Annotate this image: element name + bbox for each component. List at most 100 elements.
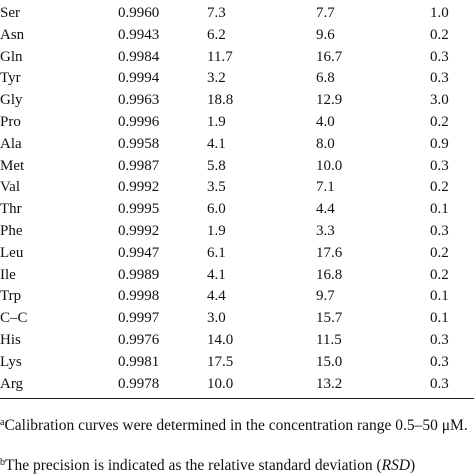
- row-label: Gln: [0, 48, 23, 65]
- cell: 0.3: [430, 332, 449, 348]
- cell: 0.3: [430, 157, 449, 174]
- table-row: Tyr 0.9994 3.2 6.8 0.3: [0, 67, 474, 89]
- table-row: His 0.9976 14.0 11.5 0.3: [0, 329, 474, 351]
- row-label: Tyr: [0, 70, 21, 87]
- cell: 3.3: [316, 223, 335, 239]
- cell: 0.3: [430, 223, 449, 239]
- cell: 18.8: [207, 92, 234, 109]
- row-label: Arg: [0, 375, 24, 392]
- footnote-mark: a: [0, 417, 5, 428]
- cell: 0.9997: [118, 310, 160, 327]
- table-row: Phe 0.9992 1.9 3.3 0.3: [0, 220, 474, 242]
- cell: 0.1: [430, 201, 449, 218]
- cell: 0.9987: [118, 157, 160, 174]
- cell: 0.9: [430, 135, 449, 152]
- table-row: Lys 0.9981 17.5 15.0 0.3: [0, 351, 474, 373]
- cell: 6.0: [207, 201, 226, 218]
- cell: 4.4: [316, 201, 335, 218]
- cell: 0.2: [430, 266, 449, 283]
- footnote-text: The precision is indicated as the relati…: [5, 457, 382, 474]
- table-row: Ile 0.9989 4.1 16.8 0.2: [0, 264, 474, 286]
- cell: 3.2: [207, 70, 226, 87]
- row-label: Pro: [0, 114, 21, 130]
- table-row: Thr 0.9995 6.0 4.4 0.1: [0, 198, 474, 220]
- footnote-term: RSD: [381, 457, 411, 474]
- cell: 0.9992: [118, 179, 160, 196]
- row-label: Trp: [0, 288, 22, 305]
- cell: 0.2: [430, 244, 449, 261]
- cell: 4.0: [316, 114, 335, 130]
- cell: 3.5: [207, 179, 226, 196]
- cell: 4.1: [207, 135, 226, 152]
- cell: 0.9981: [118, 353, 160, 370]
- row-label: Ile: [0, 266, 16, 283]
- cell: 7.7: [316, 5, 335, 21]
- row-label: Gly: [0, 92, 23, 109]
- cell: 16.7: [316, 48, 343, 65]
- cell: 13.2: [316, 375, 343, 392]
- cell: 0.2: [430, 26, 449, 43]
- cell: 17.6: [316, 244, 343, 261]
- cell: 9.6: [316, 26, 335, 43]
- cell: 0.9976: [118, 332, 160, 348]
- cell: 0.3: [430, 375, 449, 392]
- cell: 3.0: [207, 310, 226, 327]
- cell: 10.0: [316, 157, 343, 174]
- table-row: Pro 0.9996 1.9 4.0 0.2: [0, 111, 474, 133]
- cell: 0.9996: [118, 114, 160, 130]
- table-row: C–C 0.9997 3.0 15.7 0.1: [0, 307, 474, 329]
- cell: 14.0: [207, 332, 234, 348]
- table-row: Trp 0.9998 4.4 9.7 0.1: [0, 285, 474, 307]
- cell: 0.1: [430, 310, 449, 327]
- row-label: His: [0, 332, 21, 348]
- cell: 11.7: [207, 48, 233, 65]
- cell: 3.0: [430, 92, 449, 109]
- table-row: Val 0.9992 3.5 7.1 0.2: [0, 176, 474, 198]
- footnote-mark: b: [0, 457, 5, 468]
- cell: 0.2: [430, 179, 449, 196]
- cell: 0.9984: [118, 48, 160, 65]
- footnote: bThe precision is indicated as the relat…: [0, 456, 474, 475]
- cell: 1.0: [430, 5, 449, 21]
- cell: 0.3: [430, 353, 449, 370]
- row-label: Leu: [0, 244, 24, 261]
- cell: 17.5: [207, 353, 234, 370]
- cell: 0.9989: [118, 266, 160, 283]
- cell: 5.8: [207, 157, 226, 174]
- footnote: aCalibration curves were determined in t…: [0, 416, 474, 435]
- cell: 0.9995: [118, 201, 160, 218]
- cell: 0.3: [430, 48, 449, 65]
- cell: 16.8: [316, 266, 343, 283]
- footnote-text: ): [410, 457, 416, 474]
- cell: 8.0: [316, 135, 335, 152]
- row-label: Ser: [0, 5, 20, 21]
- cell: 0.9958: [118, 135, 160, 152]
- row-label: Met: [0, 157, 25, 174]
- cell: 0.9963: [118, 92, 160, 109]
- table-row: Gly 0.9963 18.8 12.9 3.0: [0, 89, 474, 111]
- table-row: Met 0.9987 5.8 10.0 0.3: [0, 155, 474, 177]
- cell: 0.9978: [118, 375, 160, 392]
- cell: 0.9994: [118, 70, 160, 87]
- cell: 15.7: [316, 310, 343, 327]
- row-label: Thr: [0, 201, 22, 218]
- cell: 4.4: [207, 288, 226, 305]
- cell: 7.3: [207, 5, 226, 21]
- table-row: Leu 0.9947 6.1 17.6 0.2: [0, 242, 474, 264]
- table-row: Ser 0.9960 7.3 7.7 1.0: [0, 2, 474, 24]
- cell: 6.2: [207, 26, 226, 43]
- table-row: Asn 0.9943 6.2 9.6 0.2: [0, 24, 474, 46]
- cell: 10.0: [207, 375, 234, 392]
- cell: 7.1: [316, 179, 335, 196]
- footnote-text: Calibration curves were determined in th…: [4, 417, 468, 434]
- table-rule: [0, 398, 474, 399]
- cell: 6.8: [316, 70, 335, 87]
- cell: 1.9: [207, 223, 226, 239]
- cell: 4.1: [207, 266, 226, 283]
- cell: 0.9943: [118, 26, 160, 43]
- cell: 0.3: [430, 70, 449, 87]
- table-row: Gln 0.9984 11.7 16.7 0.3: [0, 46, 474, 68]
- row-label: C–C: [0, 310, 28, 327]
- row-label: Asn: [0, 26, 25, 43]
